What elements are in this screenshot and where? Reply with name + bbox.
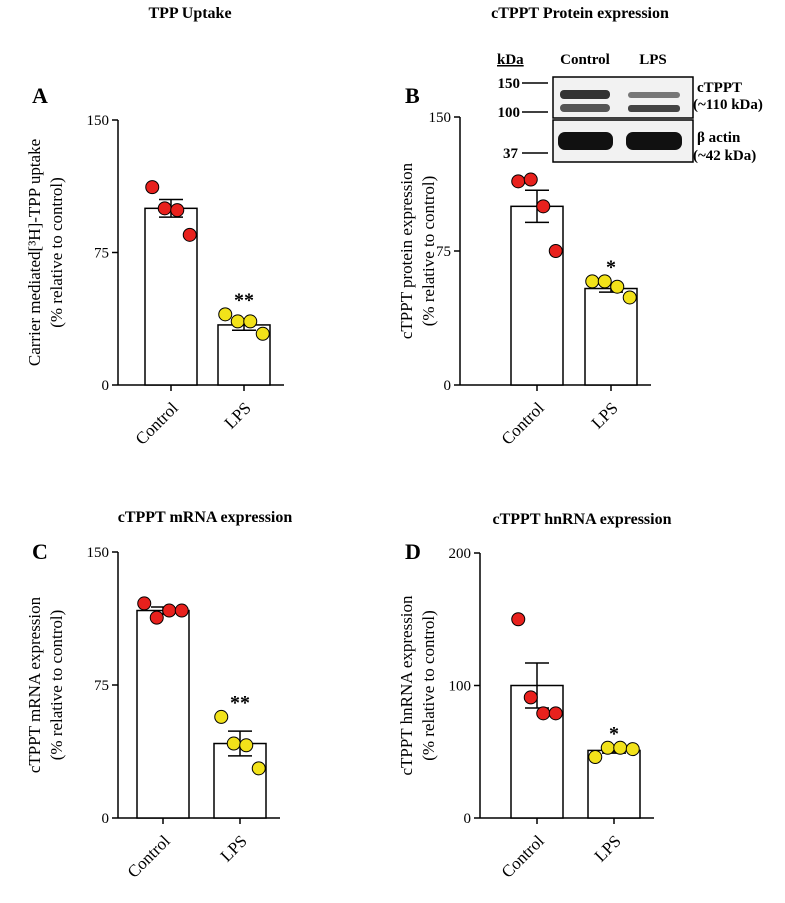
chart-title: cTPPT mRNA expression: [118, 509, 293, 526]
data-point: [622, 290, 637, 305]
y-axis-label: (% relative to control): [419, 610, 438, 761]
y-tick-label: 100: [449, 679, 472, 695]
x-tick-label: LPS: [591, 831, 625, 865]
bar: [584, 287, 638, 386]
x-tick-label: Control: [132, 398, 182, 448]
data-point: [255, 326, 270, 341]
data-point: [625, 742, 640, 757]
data-point: [511, 612, 526, 627]
x-tick-label: Control: [498, 398, 548, 448]
data-point: [145, 180, 160, 195]
y-axis-label: cTPPT hnRNA expression: [397, 595, 416, 776]
significance: *: [606, 256, 616, 278]
x-tick-label: LPS: [217, 831, 251, 865]
data-point: [162, 603, 177, 618]
data-point: [182, 227, 197, 242]
data-point: [548, 244, 563, 258]
data-point: [174, 603, 189, 618]
panel: TPP Uptake A Carrier mediated[³H]-TPP upta…: [25, 5, 284, 449]
band-label: (~42 kDa): [693, 148, 756, 164]
data-point: [523, 690, 538, 705]
data-point: [251, 761, 266, 776]
data-point: [239, 738, 254, 753]
data-point: [230, 314, 245, 329]
y-tick-label: 150: [87, 545, 110, 561]
y-tick-label: 75: [436, 244, 451, 260]
panel-letter: B: [405, 83, 420, 108]
blot-band: [628, 105, 680, 112]
y-tick-label: 0: [102, 378, 110, 394]
blot-band: [560, 104, 610, 112]
significance: **: [230, 692, 250, 714]
blot-band: [628, 92, 680, 98]
bar: [136, 609, 190, 819]
y-tick-label: 0: [464, 811, 472, 827]
y-tick-label: 75: [94, 678, 109, 694]
y-axis-label: (% relative to control): [47, 610, 66, 761]
data-point: [157, 201, 172, 216]
data-point: [536, 199, 551, 214]
data-point: [597, 274, 612, 289]
lane-label: Control: [560, 52, 610, 68]
blot-band: [558, 132, 613, 150]
y-axis-label: cTPPT mRNA expression: [25, 596, 44, 773]
data-point: [585, 274, 600, 289]
data-point: [218, 307, 233, 322]
data-point: [610, 279, 625, 294]
y-axis-label: (% relative to control): [47, 177, 66, 328]
y-tick-label: 0: [444, 378, 452, 394]
x-tick-label: LPS: [221, 398, 255, 432]
y-axis-label: Carrier mediated[³H]-TPP uptake: [25, 139, 44, 366]
data-point: [536, 706, 551, 721]
data-point: [226, 736, 241, 751]
y-tick-label: 0: [102, 811, 110, 827]
y-tick-label: 75: [94, 246, 109, 262]
data-point: [170, 203, 185, 218]
y-axis-label: cTPPT protein expression: [397, 162, 416, 339]
blot-band: [560, 90, 610, 99]
chart-title: TPP Uptake: [148, 5, 231, 22]
chart-title: cTPPT Protein expression: [491, 5, 669, 22]
data-point: [214, 709, 229, 724]
marker-label: 150: [498, 76, 521, 92]
significance: *: [609, 723, 619, 745]
kda-label: kDa: [497, 52, 524, 68]
data-point: [588, 750, 603, 765]
panel-letter: A: [32, 83, 48, 108]
marker-label: 100: [498, 105, 521, 121]
data-point: [149, 610, 164, 625]
band-label: cTPPT: [697, 80, 742, 96]
x-tick-label: LPS: [588, 398, 622, 432]
y-tick-label: 200: [449, 546, 472, 562]
panel-letter: C: [32, 539, 48, 564]
data-point: [548, 706, 563, 721]
lane-label: LPS: [639, 52, 667, 68]
y-axis-label: (% relative to control): [419, 176, 438, 327]
marker-label: 37: [503, 146, 519, 162]
data-point: [137, 596, 152, 611]
data-point: [523, 172, 538, 187]
chart-title: cTPPT hnRNA expression: [493, 511, 672, 528]
bar: [510, 205, 564, 386]
y-tick-label: 150: [87, 113, 110, 129]
western-blot: kDa Control LPS 150 100 37 cTPPT (~110 k…: [497, 52, 763, 164]
x-tick-label: Control: [124, 831, 174, 881]
data-point: [511, 174, 526, 189]
band-label: β actin: [697, 130, 741, 146]
band-label: (~110 kDa): [693, 97, 763, 113]
panel-letter: D: [405, 539, 421, 564]
significance: **: [234, 289, 254, 311]
blot-band: [626, 132, 682, 150]
y-tick-label: 150: [429, 110, 452, 126]
x-tick-label: Control: [498, 831, 548, 881]
data-point: [243, 314, 258, 329]
